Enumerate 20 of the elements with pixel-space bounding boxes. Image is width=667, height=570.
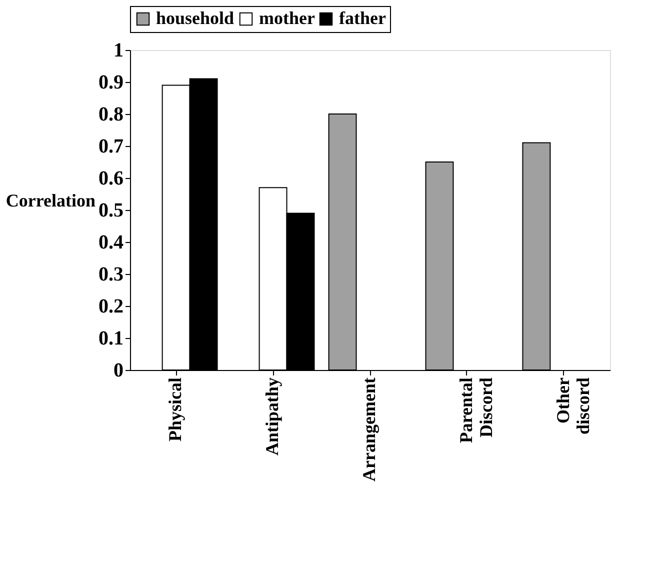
y-tick-label: 0.2 — [98, 296, 124, 318]
y-tick-label: 0.9 — [98, 72, 124, 94]
y-tick-label: 0.1 — [98, 328, 124, 350]
y-tick-label: 1 — [114, 40, 124, 62]
legend-label: mother — [259, 8, 315, 28]
x-tick-label: Parental Discord — [456, 378, 496, 444]
y-tick-label: 0 — [114, 360, 124, 382]
x-tick-label: Other discord — [552, 377, 593, 435]
y-tick-label: 0.7 — [98, 136, 124, 158]
y-tick-label: 0.3 — [98, 264, 124, 286]
x-tick-label: Arrangement — [359, 377, 379, 482]
y-tick-label: 0.6 — [98, 168, 124, 190]
x-tick-label: Antipathy — [262, 378, 282, 456]
legend-label: father — [339, 8, 386, 28]
y-axis-title: Correlation — [6, 190, 96, 210]
y-tick-label: 0.8 — [98, 104, 124, 126]
legend-label: household — [156, 8, 234, 28]
y-tick-label: 0.5 — [98, 200, 124, 222]
x-tick-label: Physical — [165, 378, 186, 442]
y-tick-label: 0.4 — [98, 232, 124, 254]
